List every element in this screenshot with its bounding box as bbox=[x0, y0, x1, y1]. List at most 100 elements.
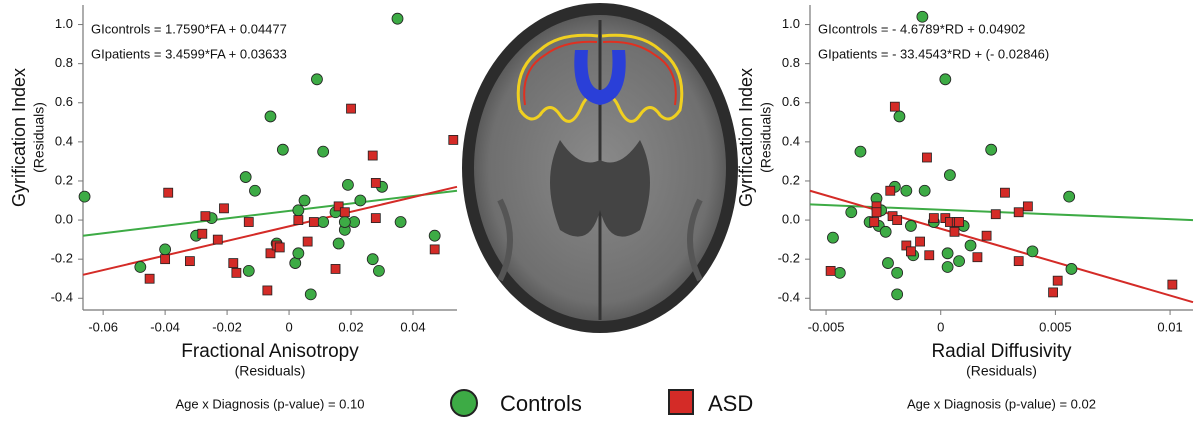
asd-point bbox=[231, 267, 242, 278]
y-tick-label: 0.6 bbox=[55, 94, 73, 109]
brain-image bbox=[462, 3, 738, 333]
control-point bbox=[242, 264, 255, 277]
asd-point bbox=[367, 150, 378, 161]
x-tick-label: -0.04 bbox=[150, 319, 180, 334]
control-point bbox=[317, 216, 330, 228]
x-axis-sublabel: (Residuals) bbox=[235, 363, 306, 379]
control-point bbox=[298, 194, 311, 207]
asd-point bbox=[330, 264, 341, 274]
control-point bbox=[394, 216, 407, 228]
control-point bbox=[1063, 190, 1076, 203]
asd-point bbox=[197, 228, 208, 239]
fit-line bbox=[809, 189, 1194, 304]
y-tick-label: 0.6 bbox=[782, 94, 800, 109]
control-point bbox=[366, 253, 379, 266]
control-point bbox=[159, 243, 172, 256]
x-tick-label: 0.005 bbox=[1039, 319, 1072, 334]
control-point bbox=[428, 229, 441, 242]
control-point bbox=[289, 257, 302, 269]
scatter-plot: -0.4 -0.2 0.0 0.2 0.4 0.6 0.8 1.0 -0.005 0 0.005 0.… bbox=[736, 5, 1194, 411]
y-tick-label: -0.2 bbox=[778, 251, 800, 266]
control-point bbox=[941, 261, 954, 273]
asd-point bbox=[200, 211, 211, 222]
asd-point bbox=[954, 217, 964, 227]
cortex-outline bbox=[516, 33, 684, 123]
asd-point bbox=[333, 201, 344, 212]
control-point bbox=[292, 204, 305, 217]
asd-point bbox=[871, 207, 882, 218]
asd-point bbox=[972, 252, 983, 263]
fit-line bbox=[82, 185, 458, 276]
x-tick-label: 0.02 bbox=[338, 319, 363, 334]
control-point bbox=[134, 261, 147, 273]
control-point bbox=[845, 206, 858, 219]
x-axis-label: Fractional Anisotropy bbox=[181, 341, 359, 362]
p-value-note: Age x Diagnosis (p-value) = 0.02 bbox=[907, 396, 1096, 411]
asd-point bbox=[928, 213, 939, 224]
asd-point bbox=[1167, 279, 1178, 290]
asd-point bbox=[924, 250, 935, 261]
fit-equation: GIcontrols = - 4.6789*RD + 0.04902 bbox=[818, 21, 1025, 36]
asd-point bbox=[981, 230, 992, 241]
control-point bbox=[332, 237, 345, 250]
control-point bbox=[311, 73, 323, 86]
asd-point bbox=[370, 178, 381, 188]
y-tick-label: 1.0 bbox=[55, 16, 73, 31]
control-point bbox=[239, 171, 252, 183]
x-tick-label: -0.02 bbox=[212, 319, 242, 334]
x-tick-label: 0.04 bbox=[400, 319, 425, 334]
control-point bbox=[943, 169, 956, 181]
y-tick-label: 0.0 bbox=[55, 212, 73, 227]
control-point bbox=[985, 143, 998, 156]
control-point bbox=[317, 145, 330, 158]
control-point bbox=[891, 288, 904, 301]
asd-point bbox=[892, 215, 903, 225]
asd-point bbox=[212, 234, 223, 245]
y-axis-sublabel: (Residuals) bbox=[758, 102, 774, 173]
asd-point bbox=[906, 246, 916, 257]
asd-point bbox=[302, 236, 313, 247]
control-point bbox=[78, 190, 91, 203]
control-point bbox=[891, 266, 904, 279]
control-point bbox=[1026, 245, 1039, 258]
asd-point bbox=[1013, 207, 1024, 218]
control-point bbox=[833, 266, 846, 279]
fit-equation: GIpatients = 3.4599*FA + 0.03633 bbox=[91, 46, 287, 61]
legend-label: ASD bbox=[708, 391, 753, 416]
asd-point bbox=[265, 248, 276, 259]
control-point bbox=[953, 255, 965, 268]
asd-point bbox=[346, 103, 356, 114]
y-tick-label: 0.0 bbox=[782, 212, 800, 227]
cortex-inner bbox=[523, 40, 677, 106]
asd-point bbox=[922, 152, 932, 163]
control-point bbox=[854, 145, 867, 158]
p-value-note: Age x Diagnosis (p-value) = 0.10 bbox=[176, 396, 365, 411]
asd-point bbox=[262, 285, 273, 296]
x-tick-label: 0 bbox=[285, 319, 292, 334]
control-point bbox=[879, 225, 892, 238]
legend-marker bbox=[668, 389, 694, 415]
y-tick-label: 0.4 bbox=[55, 133, 73, 148]
asd-point bbox=[228, 258, 239, 268]
control-point bbox=[264, 110, 277, 123]
control-point bbox=[939, 73, 952, 86]
fit-equation: GIcontrols = 1.7590*FA + 0.04477 bbox=[91, 21, 287, 36]
asd-point bbox=[1000, 187, 1010, 198]
asd-point bbox=[308, 217, 319, 227]
control-point bbox=[342, 178, 354, 191]
asd-point bbox=[274, 242, 285, 253]
asd-point bbox=[160, 254, 171, 265]
asd-point bbox=[915, 236, 925, 247]
control-point bbox=[882, 257, 894, 269]
x-tick-label: 0.01 bbox=[1157, 319, 1182, 334]
x-tick-label: 0 bbox=[937, 319, 944, 334]
control-point bbox=[1065, 263, 1078, 275]
control-point bbox=[916, 10, 929, 23]
asd-point bbox=[990, 209, 1001, 220]
brain-sulci bbox=[497, 198, 703, 282]
corpus-callosum bbox=[574, 50, 626, 105]
asd-point bbox=[869, 217, 880, 227]
legend: Controls ASD bbox=[450, 389, 753, 417]
